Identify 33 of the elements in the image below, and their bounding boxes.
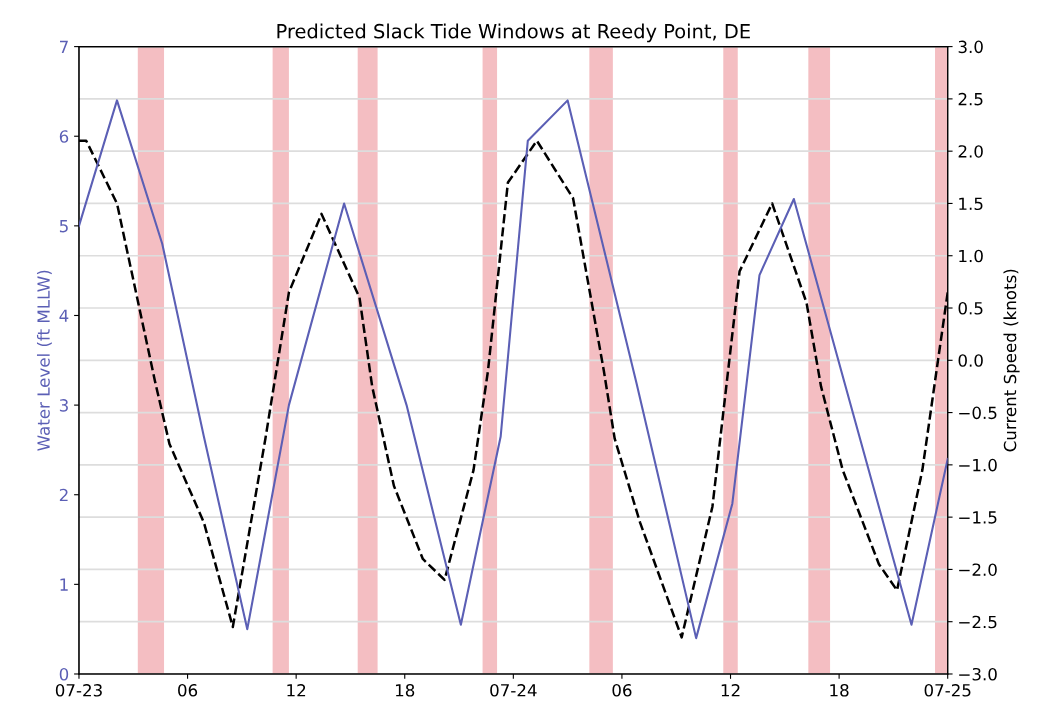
y-tick-label: 3 [59,399,68,412]
y2-tick-label: −1.5 [959,511,997,524]
y2-tick-label: −2.0 [959,563,997,576]
x-tick-label: 18 [395,684,415,697]
x-tick-label: 06 [612,684,632,697]
y2-axis-title: Current Speed (knots) [1003,269,1020,452]
x-tick-label: 07-24 [490,684,537,697]
y2-tick-label: 3.0 [958,40,983,54]
x-tick-label: 18 [830,684,849,697]
y2-tick-label: 1.5 [959,197,983,211]
y2-tick-label: 0.5 [958,301,983,315]
y-tick-label: 4 [59,309,69,322]
y2-tick-label: −0.5 [959,406,997,420]
y2-tick-label: 1.0 [959,249,983,263]
y2-tick-label: −3.0 [959,667,997,681]
y2-tick-label: −1.0 [959,458,997,472]
y2-tick-label: 2.5 [958,92,983,106]
x-tick-label: 06 [178,684,198,697]
y-tick-label: 2 [59,488,68,502]
y2-tick-label: 0.0 [958,354,983,367]
y-tick-label: 6 [59,130,69,143]
y-tick-label: 5 [59,220,68,233]
y2-tick-label: 2.0 [958,145,983,158]
chart-title: Predicted Slack Tide Windows at Reedy Point, DE [277,23,750,43]
y-axis-title: Water Level (ft MLLW) [36,270,52,451]
x-tick-label: 12 [287,684,306,697]
y-tick-label: 7 [60,40,68,53]
x-tick-label: 07-23 [55,684,102,697]
y-tick-label: 1 [60,578,68,591]
y-tick-label: 0 [59,667,69,681]
y2-tick-label: −2.5 [959,615,997,629]
x-tick-label: 07-25 [924,684,971,697]
x-tick-label: 12 [721,684,740,697]
